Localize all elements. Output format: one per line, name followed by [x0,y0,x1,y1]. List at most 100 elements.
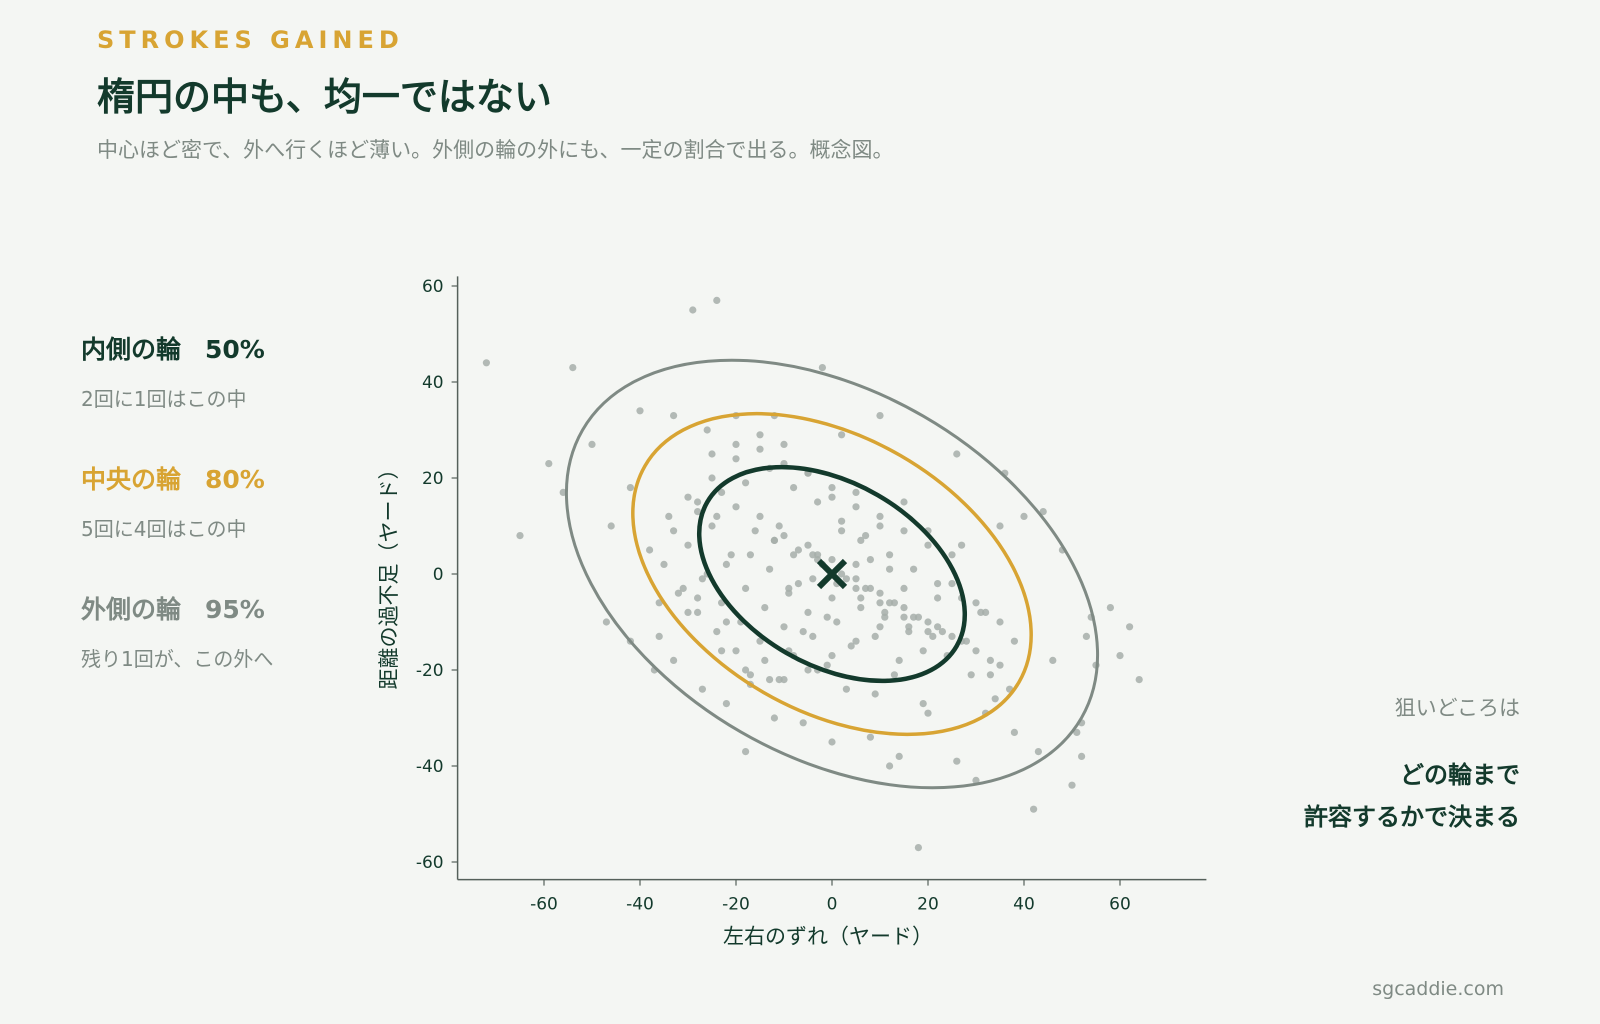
scatter-point [751,527,759,535]
x-axis-label: 左右のずれ（ヤード） [723,925,933,949]
scatter-point [938,628,947,636]
scatter-point [1049,656,1057,665]
scatter-point [780,676,788,684]
scatter-point [756,637,764,645]
scatter-point [708,474,716,482]
y-axis-label: 距離の過不足（ヤード） [377,459,401,690]
scatter-point [838,431,846,439]
scatter-point [958,541,966,549]
scatter-point [545,460,553,468]
scatter-point [1106,604,1114,612]
scatter-point [1073,728,1081,737]
scatter-point [799,719,807,727]
scatter-point [866,733,875,741]
scatter-point [852,488,860,496]
scatter-point [790,484,798,492]
scatter-point [914,844,923,852]
legend-head-middle: 中央の輪 80% [81,460,265,496]
scatter-point [900,498,908,506]
scatter-point [670,412,678,420]
scatter-point [996,661,1004,669]
scatter-point [626,484,635,492]
scatter-point [809,632,817,641]
scatter-point [929,632,937,641]
scatter-point [833,618,841,626]
target-marker [816,558,848,590]
scatter-point [886,599,894,607]
scatter-point [809,575,817,583]
y-tick-label: -40 [416,757,444,777]
legend-entry-middle: 中央の輪 80% 5回に4回はこの中 [81,460,265,542]
scatter-point [910,565,918,573]
legend-percent-outer: 95% [205,595,265,624]
scatter-point [1116,652,1124,660]
scatter-point [694,594,702,602]
scatter-point [761,604,769,612]
scatter-point [708,450,716,458]
scatter-point [905,628,913,636]
scatter-point [794,546,803,554]
scatter-point [972,647,980,655]
scatter-point [694,608,702,617]
scatter-point [1082,632,1090,641]
scatter-point [838,570,846,578]
scatter-point [948,551,956,559]
scatter-point [670,527,678,535]
note-lead: 狙いどころは [1394,696,1520,720]
scatter-point [732,440,740,448]
scatter-point [742,479,750,487]
y-tick-label: 0 [433,565,444,585]
scatter-point [1039,508,1047,516]
x-tick-label: -60 [530,895,558,915]
y-tick-label: 60 [422,277,444,297]
scatter-point [852,575,860,583]
scatter-point [708,522,716,530]
legend-desc-inner: 2回に1回はこの中 [81,387,247,411]
scatter-point [756,512,764,521]
scatter-point [646,546,654,554]
scatter-point [924,709,932,717]
scatter-point [847,642,855,650]
scatter-point [718,488,726,496]
scatter-point [569,364,577,372]
scatter-point [727,551,735,559]
scatter-point [881,613,889,621]
note-line-1: どの輪まで [1400,761,1520,789]
scatter-point [684,493,692,501]
scatter-point [996,618,1004,626]
scatter-point [1126,623,1134,631]
x-tick-label: 40 [1013,895,1035,915]
legend-head-inner: 内側の輪 50% [81,330,265,366]
scatter-point [670,656,678,665]
scatter-point [761,656,769,665]
ellipse-middle [631,411,1033,737]
scatter-point [684,608,692,617]
legend-label-middle: 中央の輪 [81,465,182,494]
scatter-point [828,594,836,602]
scatter-point [713,628,721,636]
scatter-point [746,671,755,679]
scatter-point [967,671,975,679]
scatter-point [722,700,731,708]
scatter-point [713,296,721,304]
legend-entry-outer: 外側の輪 95% 残り1回が、この外へ [81,590,273,672]
scatter-point [785,584,793,593]
scatter-point [718,647,726,655]
scatter-point [1010,637,1019,645]
scatter-point [732,455,740,463]
scatter-point [770,536,779,545]
scatter-point [886,762,894,770]
legend-percent-middle: 80% [205,465,265,494]
scatter-point [862,532,870,540]
scatter-point [756,445,764,453]
scatter-point [876,522,884,530]
scatter-point [886,551,894,559]
scatter-point [852,560,860,569]
x-tick-label: 0 [827,895,838,915]
scatter-point [828,738,836,746]
scatter-point [948,632,956,641]
scatter-point [607,522,615,530]
scatter-point [900,613,908,621]
scatter-point [924,628,932,636]
